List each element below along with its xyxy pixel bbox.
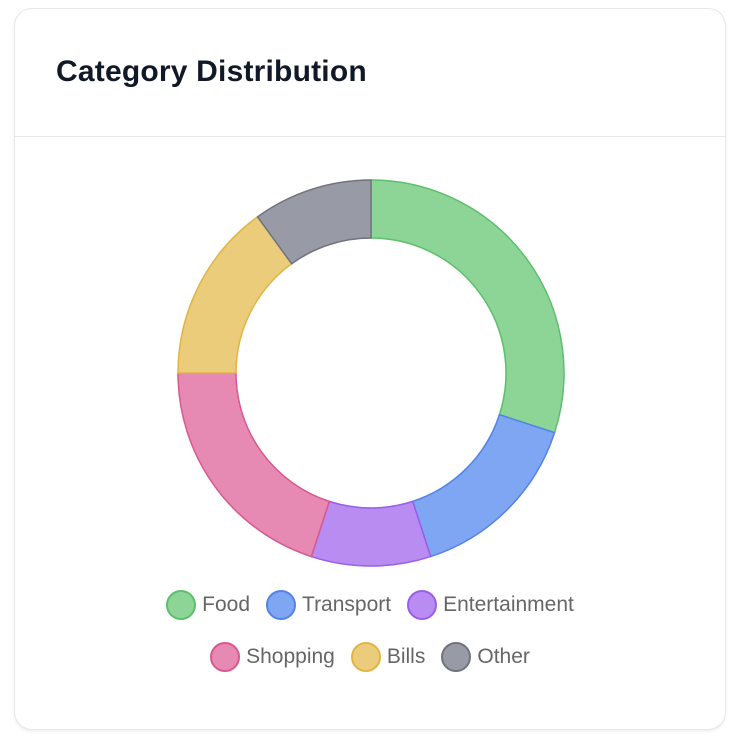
donut-segment-shopping[interactable] [177, 372, 331, 558]
legend-swatch-circle-icon [166, 590, 197, 620]
card-header: Category Distribution [15, 9, 725, 137]
legend-swatch-circle-icon [350, 642, 381, 672]
legend-label: Transport [302, 593, 392, 616]
legend-item-entertainment[interactable]: Entertainment [407, 590, 574, 620]
chart-legend: Food Transport Entertainment Shopping Bills O… [15, 588, 725, 692]
legend-item-shopping[interactable]: Shopping [210, 642, 335, 672]
chart-area: Food Transport Entertainment Shopping Bills O… [15, 137, 726, 729]
donut-chart[interactable] [15, 137, 726, 587]
legend-row: Shopping Bills Other [15, 640, 725, 674]
legend-item-food[interactable]: Food [166, 590, 250, 620]
legend-item-bills[interactable]: Bills [350, 642, 426, 672]
donut-segment-entertainment[interactable] [310, 500, 432, 567]
legend-swatch-circle-icon [441, 642, 472, 672]
legend-swatch-circle-icon [407, 590, 438, 620]
legend-swatch-circle-icon [266, 590, 297, 620]
legend-row: Food Transport Entertainment [15, 588, 725, 622]
legend-item-other[interactable]: Other [441, 642, 530, 672]
card-title: Category Distribution [56, 55, 367, 88]
donut-segment-food[interactable] [370, 179, 565, 434]
donut-segment-transport[interactable] [411, 413, 556, 558]
legend-item-transport[interactable]: Transport [266, 590, 391, 620]
category-distribution-card: Category Distribution Food Transport Enter… [14, 8, 726, 730]
legend-label: Entertainment [443, 593, 574, 616]
legend-swatch-circle-icon [210, 642, 241, 672]
legend-label: Bills [386, 645, 426, 668]
legend-label: Other [477, 645, 530, 668]
legend-label: Food [202, 593, 251, 616]
legend-label: Shopping [246, 645, 335, 668]
donut-segment-other[interactable] [256, 179, 372, 265]
